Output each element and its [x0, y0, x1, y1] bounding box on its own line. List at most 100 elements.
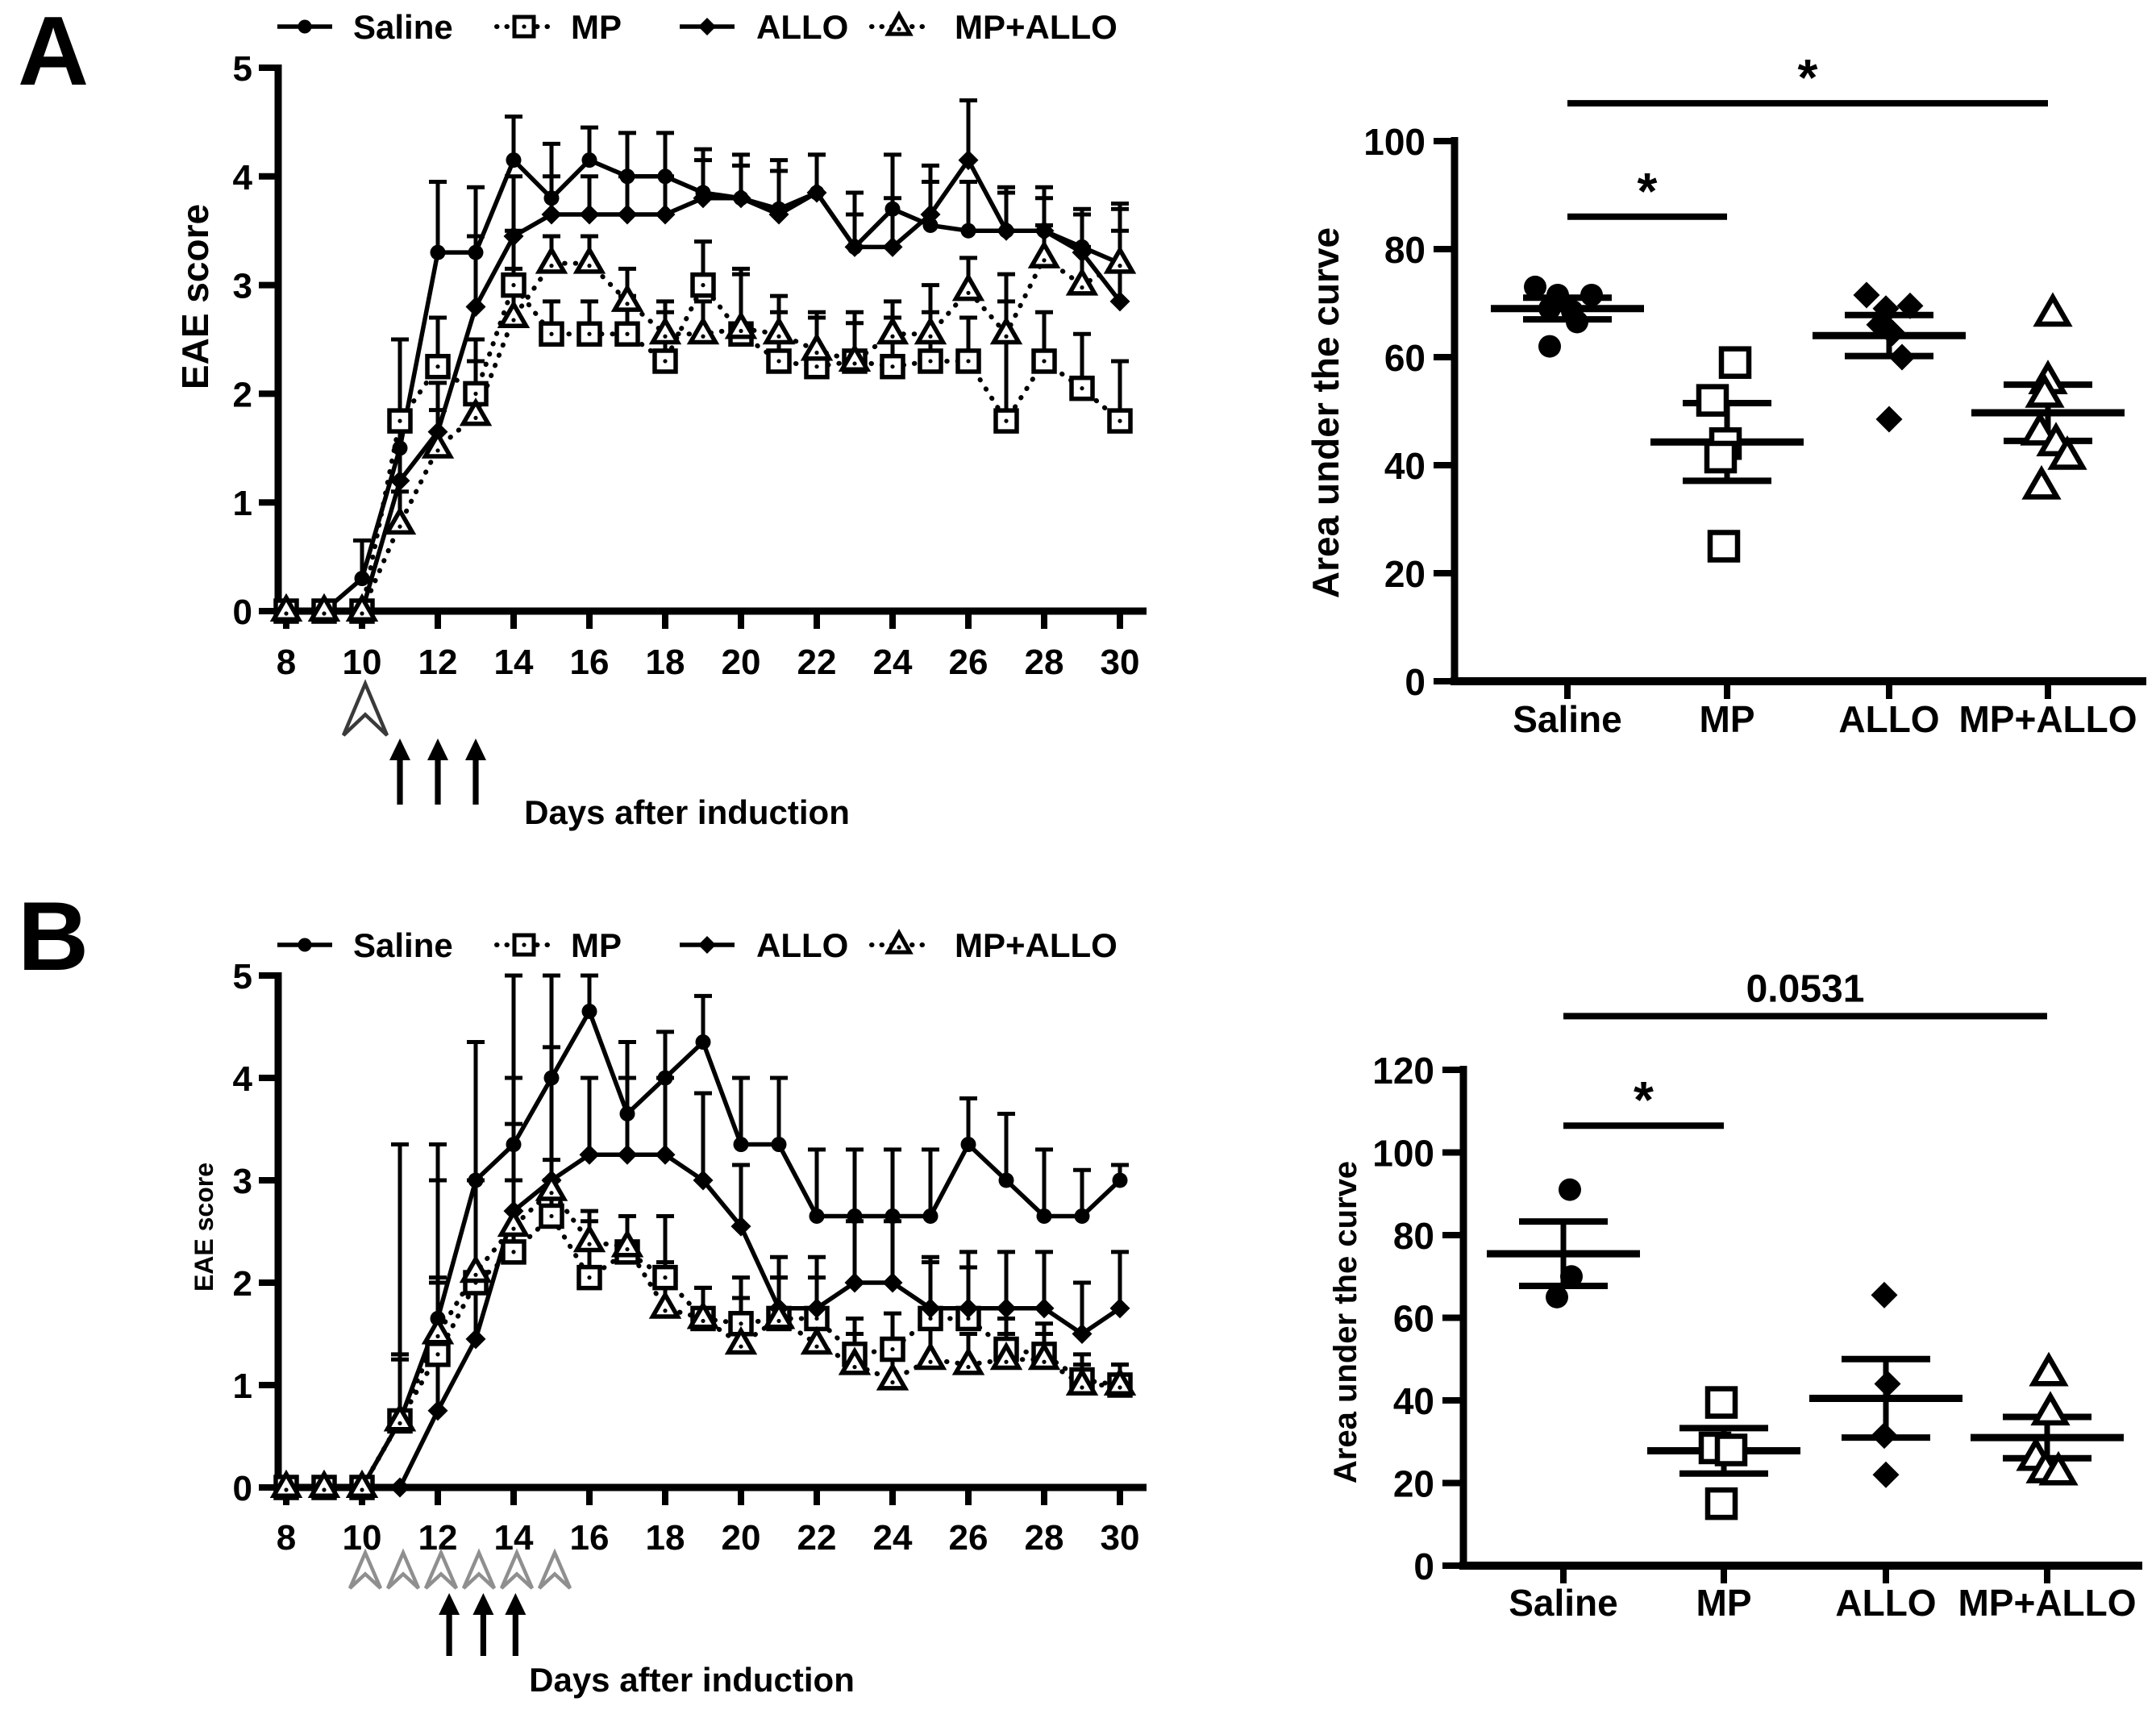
circle-marker	[998, 1172, 1014, 1188]
y-tick-label: 100	[1363, 121, 1426, 163]
marker-dot	[663, 334, 668, 339]
triangle-marker	[2029, 1351, 2069, 1387]
x-tick-label: 24	[873, 643, 913, 682]
circle-marker	[581, 1003, 597, 1019]
marker-dot	[897, 945, 901, 950]
diamond-marker	[579, 204, 600, 225]
triangle-marker	[884, 10, 914, 36]
marker-dot	[663, 1275, 668, 1280]
circle-marker	[1036, 1208, 1052, 1224]
triangle-marker	[648, 1290, 682, 1319]
y-tick-label: 100	[1372, 1133, 1434, 1175]
diamond-marker	[389, 470, 410, 491]
triangle-marker	[421, 1316, 455, 1345]
circle-marker	[657, 1070, 673, 1086]
circle-marker	[847, 1208, 863, 1224]
square-marker	[539, 1203, 564, 1229]
x-tick-label: 24	[873, 1518, 913, 1558]
y-tick-label: 120	[1372, 1050, 1434, 1092]
legend-label: ALLO	[756, 926, 848, 964]
axes: 0 20 40 60 80 100 120 Saline MP ALLO MP+ALLO Area u…	[1328, 1050, 2142, 1624]
marker-dot	[701, 283, 705, 288]
circle-marker	[695, 1034, 711, 1050]
marker-dot	[966, 1316, 971, 1321]
diamond-marker	[617, 1144, 638, 1165]
triangle-marker	[989, 1341, 1023, 1371]
triangle-marker	[951, 272, 985, 302]
circle-marker	[1559, 1178, 1581, 1201]
circle-marker	[430, 244, 446, 260]
x-tick-label: 26	[949, 1518, 989, 1558]
marker-dot	[814, 1344, 819, 1349]
group-label: MP+ALLO	[1958, 698, 2137, 740]
marker-dot	[1042, 1359, 1047, 1364]
circle-marker	[506, 152, 522, 168]
open-arrowhead-icon	[385, 1548, 421, 1590]
marker-dot	[663, 359, 668, 364]
triangle-marker	[1065, 1367, 1099, 1396]
diamond-marker	[1896, 292, 1924, 319]
marker-dot	[739, 1321, 743, 1326]
diamond-marker	[389, 1477, 410, 1498]
diamond-marker	[958, 150, 979, 171]
arrow-shaft	[512, 1613, 518, 1656]
marker-dot	[1118, 418, 1122, 423]
marker-dot	[522, 24, 527, 29]
arrow-icon	[389, 738, 410, 760]
triangle-marker	[914, 315, 947, 345]
diamond-marker	[1072, 1324, 1093, 1344]
circle-marker	[468, 244, 484, 260]
diamond-marker	[1871, 1281, 1898, 1308]
legend-label: ALLO	[756, 8, 848, 46]
triangle-marker	[914, 1341, 947, 1371]
y-tick-label: 0	[233, 1469, 252, 1508]
y-axis-title: EAE score	[189, 1163, 219, 1292]
triangle-marker	[724, 310, 758, 339]
diamond-marker	[1888, 343, 1916, 371]
marker-dot	[435, 448, 440, 453]
marker-dot	[435, 364, 440, 369]
triangle-marker	[497, 1208, 531, 1238]
triangle-marker	[1027, 239, 1061, 268]
triangle-marker	[383, 1403, 417, 1432]
diamond-marker	[1109, 1298, 1130, 1319]
y-axis-title: EAE score	[174, 204, 216, 389]
x-tick-label: 16	[570, 643, 610, 682]
diamond-marker	[655, 204, 676, 225]
triangle-marker	[1103, 245, 1137, 274]
legend-item-mp: MP	[494, 926, 622, 964]
circle-marker	[657, 168, 673, 185]
series-markers-mp-allo	[269, 1172, 1137, 1499]
significance: *	[1567, 48, 2048, 107]
circle-marker	[1566, 310, 1588, 334]
square-marker	[1704, 1487, 1738, 1521]
marker-dot	[966, 290, 971, 295]
diamond-marker	[1072, 242, 1093, 263]
y-tick-label: 20	[1384, 553, 1426, 595]
marker-dot	[549, 1213, 554, 1219]
y-tick-label: 2	[233, 1264, 252, 1304]
open-arrowhead-icon	[461, 1548, 497, 1590]
x-tick-label: 14	[494, 1518, 534, 1558]
circle-marker	[619, 1105, 635, 1121]
square-marker	[918, 1305, 943, 1332]
circle-marker	[1538, 335, 1561, 358]
triangle-marker	[838, 1346, 872, 1375]
triangle-marker	[2047, 435, 2087, 470]
triangle-marker	[572, 245, 606, 274]
x-axis-title: Days after induction	[524, 793, 850, 831]
diamond-marker	[1875, 406, 1903, 433]
circle-marker	[922, 1208, 939, 1224]
triangle-marker	[2038, 1450, 2079, 1486]
x-tick-label: 8	[277, 1518, 296, 1558]
circle-marker	[1524, 275, 1546, 298]
circle-marker	[1074, 1208, 1090, 1224]
marker-dot	[1004, 1359, 1009, 1364]
circle-marker	[581, 152, 597, 168]
series-markers-mp	[273, 272, 1133, 624]
marker-dot	[1042, 258, 1047, 263]
marker-dot	[625, 302, 630, 306]
diamond-marker	[655, 1144, 676, 1165]
square-marker	[576, 321, 602, 347]
square-marker	[1031, 348, 1057, 374]
